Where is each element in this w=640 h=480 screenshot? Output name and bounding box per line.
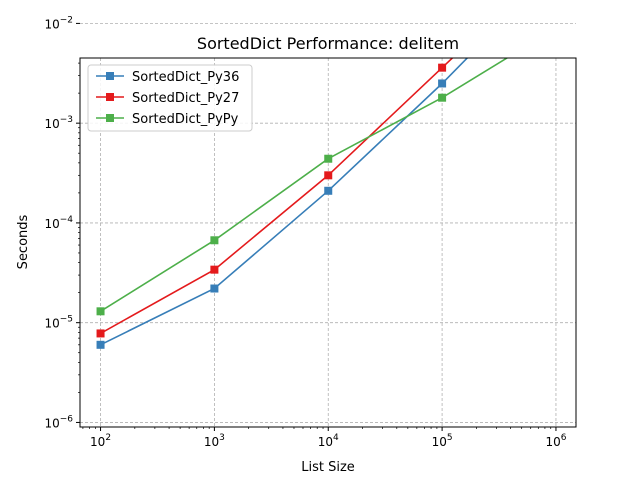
legend-item: SortedDict_Py27	[96, 91, 239, 106]
legend-item: SortedDict_PyPy	[96, 112, 239, 127]
x-axis-label: List Size	[301, 460, 355, 475]
x-tick-label: 106	[545, 433, 566, 449]
legend: SortedDict_Py36 SortedDict_Py27 SortedDict…	[87, 64, 253, 132]
legend-box	[87, 64, 253, 132]
x-axis-ticks: 102 103 104 105 106	[82, 427, 567, 449]
series-SortedDict_Py36	[96, 58, 469, 349]
data-point	[324, 186, 333, 195]
legend-label: SortedDict_Py36	[132, 70, 239, 85]
y-tick-label: 10−3	[44, 115, 73, 131]
x-tick-label: 105	[432, 433, 453, 449]
y-tick-label: 10−5	[44, 315, 73, 331]
y-tick-label: 10−4	[44, 215, 73, 231]
y-tick-label: 10−2	[44, 15, 73, 31]
x-tick-label: 102	[90, 433, 111, 449]
data-point	[552, 24, 560, 32]
data-point	[96, 340, 105, 349]
data-point	[96, 307, 105, 316]
x-tick-label: 104	[318, 433, 339, 449]
data-point	[210, 265, 219, 274]
data-point	[438, 79, 447, 88]
x-tick-label: 103	[204, 433, 225, 449]
legend-label: SortedDict_PyPy	[132, 112, 239, 127]
series-SortedDict_Py27	[96, 58, 454, 338]
series-layer	[96, 24, 560, 349]
legend-item: SortedDict_Py36	[96, 70, 239, 85]
data-point	[324, 171, 333, 180]
legend-marker	[106, 72, 114, 80]
data-point	[438, 93, 447, 102]
data-point	[210, 236, 219, 245]
legend-label: SortedDict_Py27	[132, 91, 239, 106]
series-SortedDict_PyPy	[96, 24, 560, 316]
data-point	[438, 63, 447, 72]
legend-marker	[106, 114, 114, 122]
data-point	[210, 284, 219, 293]
legend-marker	[106, 93, 114, 101]
y-axis-ticks: 10−6 10−5 10−4 10−3 10−2	[44, 15, 80, 430]
y-axis-label: Seconds	[16, 214, 31, 269]
chart-title: SortedDict Performance: delitem	[197, 34, 459, 53]
data-point	[324, 154, 333, 163]
data-point	[96, 329, 105, 338]
y-tick-label: 10−6	[44, 414, 73, 430]
